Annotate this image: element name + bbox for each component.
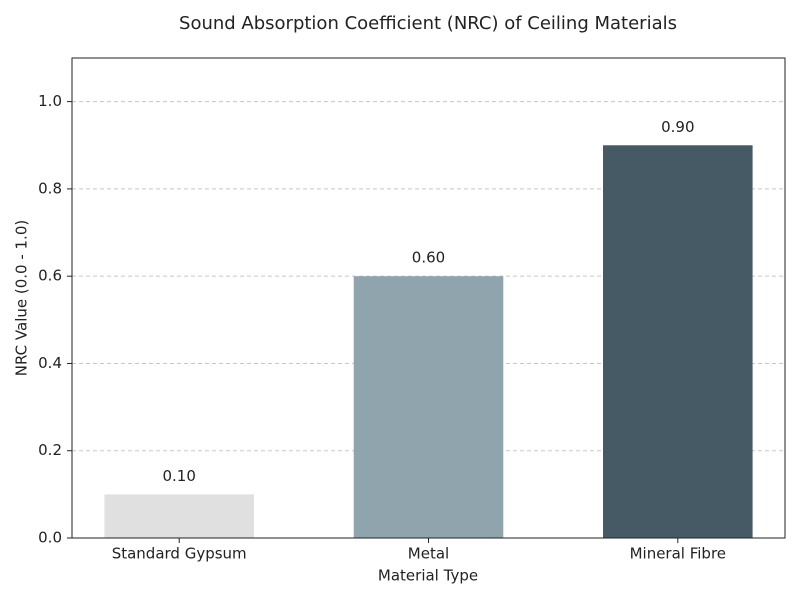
x-axis-label: Material Type — [378, 567, 478, 585]
value-label: 0.90 — [661, 118, 694, 136]
bar — [353, 276, 504, 538]
y-tick-label: 0.8 — [38, 179, 62, 197]
value-label: 0.60 — [412, 249, 445, 267]
value-label: 0.10 — [162, 467, 195, 485]
bar — [603, 145, 753, 539]
y-tick-label: 1.0 — [38, 92, 62, 110]
bar — [104, 494, 254, 538]
y-axis-label: NRC Value (0.0 - 1.0) — [13, 220, 31, 376]
plot-frame — [71, 57, 786, 539]
y-tick-label: 0.4 — [38, 354, 62, 372]
x-tick-label: Metal — [408, 545, 449, 563]
y-tick-label: 0.0 — [38, 529, 62, 547]
y-tick-label: 0.2 — [38, 441, 62, 459]
chart-title: Sound Absorption Coefficient (NRC) of Ce… — [179, 13, 677, 34]
x-tick-label: Standard Gypsum — [112, 545, 247, 563]
y-tick-label: 0.6 — [38, 267, 62, 285]
x-tick-label: Mineral Fibre — [630, 545, 726, 563]
